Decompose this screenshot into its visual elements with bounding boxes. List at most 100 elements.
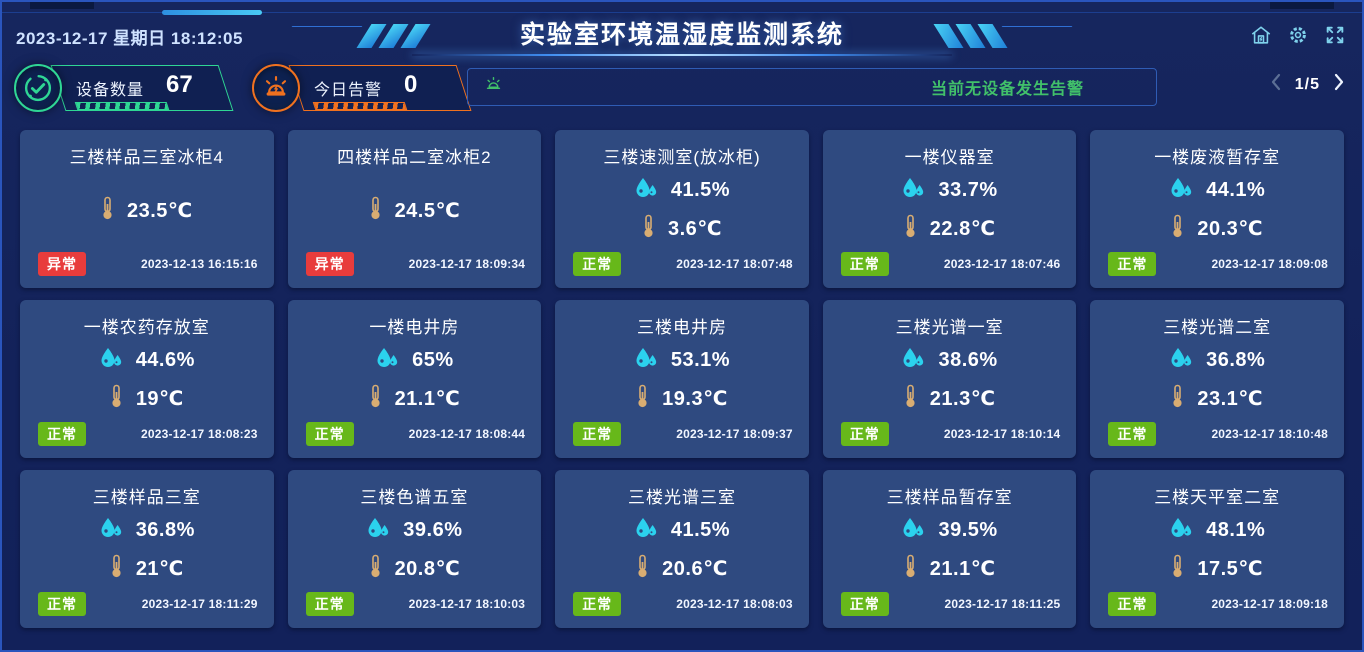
status-badge: 正常 [1108, 422, 1157, 446]
room-name: 四楼样品二室冰柜2 [337, 148, 492, 167]
device-check-icon [14, 64, 62, 112]
sensor-card[interactable]: 一楼废液暂存室 44.1% [1090, 130, 1344, 288]
sensor-card[interactable]: 三楼光谱二室 36.8% [1090, 300, 1344, 458]
temperature-value: 20.8℃ [394, 557, 461, 580]
room-name: 三楼色谱五室 [360, 488, 469, 507]
humidity-icon [375, 347, 399, 374]
sensor-card[interactable]: 一楼仪器室 33.7% [822, 130, 1077, 288]
stat-label: 今日告警 [314, 82, 383, 99]
last-update-time: 2023-12-17 18:10:14 [943, 427, 1061, 441]
temperature-row: 19℃ [32, 384, 262, 413]
card-body: 36.8% 21℃ [32, 508, 262, 592]
sensor-card[interactable]: 三楼速测室(放冰柜) 41.5% [555, 130, 809, 288]
header-toolbar [1250, 24, 1346, 46]
temperature-row: 20.3℃ [1102, 214, 1332, 243]
thermometer-icon [110, 554, 123, 583]
last-update-time: 2023-12-17 18:07:48 [676, 257, 793, 271]
card-body: 24.5℃ [300, 168, 530, 252]
humidity-value: 44.1% [1206, 179, 1266, 202]
sensor-card[interactable]: 三楼样品暂存室 39.5% [822, 470, 1077, 628]
next-page-icon[interactable] [1333, 72, 1346, 97]
card-footer: 正常 2023-12-17 18:07:46 [835, 252, 1065, 276]
last-update-time: 2023-12-17 18:08:44 [408, 427, 526, 441]
thermometer-icon [904, 554, 917, 583]
humidity-row: 38.6% [835, 347, 1065, 374]
room-name: 三楼电井房 [636, 318, 727, 337]
temperature-value: 23.5℃ [126, 199, 193, 222]
temperature-value: 23.1℃ [1197, 387, 1264, 410]
humidity-icon [901, 347, 925, 374]
humidity-icon [1169, 347, 1193, 374]
humidity-row: 36.8% [1102, 347, 1332, 374]
stats-row: 设备数量 67 今日告警 0 [2, 60, 1362, 116]
card-body: 38.6% 21.3℃ [835, 338, 1065, 422]
card-footer: 正常 2023-12-17 18:09:08 [1102, 252, 1332, 276]
last-update-time: 2023-12-17 18:09:18 [1211, 597, 1328, 611]
temperature-row: 23.1℃ [1102, 384, 1332, 413]
status-badge: 正常 [573, 252, 622, 276]
card-footer: 正常 2023-12-17 18:10:14 [835, 422, 1065, 446]
sensor-card[interactable]: 三楼样品三室冰柜4 23.5℃ 异常 2023-12-13 16: [20, 130, 274, 288]
sensor-card[interactable]: 三楼光谱一室 38.6% [822, 300, 1077, 458]
card-body: 41.5% 20.6℃ [567, 508, 797, 592]
card-body: 48.1% 17.5℃ [1102, 508, 1332, 592]
temperature-row: 20.6℃ [567, 554, 797, 583]
humidity-icon [634, 517, 658, 544]
card-footer: 正常 2023-12-17 18:08:44 [300, 422, 530, 446]
humidity-value: 38.6% [938, 349, 998, 372]
card-footer: 正常 2023-12-17 18:08:23 [32, 422, 262, 446]
sensor-card[interactable]: 三楼电井房 53.1% [555, 300, 809, 458]
status-badge: 正常 [840, 252, 889, 276]
humidity-row: 41.5% [567, 177, 797, 204]
humidity-value: 41.5% [670, 519, 731, 542]
card-footer: 异常 2023-12-13 16:15:16 [32, 252, 262, 276]
fullscreen-icon[interactable] [1324, 24, 1346, 46]
room-name: 一楼废液暂存室 [1154, 148, 1281, 167]
header: 2023-12-17 星期日 18:12:05 实验室环境温湿度监测系统 [2, 2, 1362, 60]
humidity-value: 44.6% [135, 349, 195, 372]
humidity-row: 44.1% [1102, 177, 1332, 204]
thermometer-icon [636, 554, 649, 583]
thermometer-icon [636, 384, 649, 413]
card-footer: 正常 2023-12-17 18:07:48 [567, 252, 797, 276]
page-title: 实验室环境温湿度监测系统 [519, 21, 844, 49]
thermometer-icon [1171, 384, 1184, 413]
temperature-row: 3.6℃ [567, 214, 797, 243]
last-update-time: 2023-12-17 18:10:48 [1211, 427, 1328, 441]
sensor-card[interactable]: 一楼农药存放室 44.6% [20, 300, 274, 458]
card-body: 65% 21.1℃ [300, 338, 530, 422]
card-footer: 异常 2023-12-17 18:09:34 [300, 252, 530, 276]
gear-icon[interactable] [1287, 24, 1309, 46]
temperature-row: 23.5℃ [32, 196, 262, 225]
prev-page-icon[interactable] [1269, 72, 1282, 97]
card-footer: 正常 2023-12-17 18:09:37 [567, 422, 797, 446]
sensor-card[interactable]: 三楼样品三室 36.8% [20, 470, 274, 628]
sensor-card[interactable]: 四楼样品二室冰柜2 24.5℃ 异常 2023-12-17 18: [287, 130, 542, 288]
title-underline [412, 54, 952, 56]
humidity-value: 36.8% [1206, 349, 1266, 372]
sensor-card[interactable]: 三楼色谱五室 39.6% [287, 470, 542, 628]
sensor-card[interactable]: 三楼光谱三室 41.5% [555, 470, 809, 628]
last-update-time: 2023-12-17 18:08:03 [676, 597, 793, 611]
thermometer-icon [369, 384, 382, 413]
status-badge: 异常 [38, 252, 86, 276]
temperature-row: 21.3℃ [835, 384, 1065, 413]
sensor-card-grid: 三楼样品三室冰柜4 23.5℃ 异常 2023-12-13 16: [20, 130, 1344, 628]
temperature-value: 19.3℃ [662, 387, 728, 410]
sensor-card[interactable]: 一楼电井房 65% [287, 300, 542, 458]
room-name: 三楼样品三室冰柜4 [69, 148, 225, 167]
sensor-card[interactable]: 三楼天平室二室 48.1% [1090, 470, 1344, 628]
thermometer-icon [642, 214, 655, 243]
humidity-row: 44.6% [32, 347, 262, 374]
deco-line-highlight [162, 10, 262, 15]
last-update-time: 2023-12-17 18:07:46 [943, 257, 1061, 271]
room-name: 三楼天平室二室 [1154, 488, 1281, 507]
datetime-display: 2023-12-17 星期日 18:12:05 [16, 29, 243, 48]
thermometer-icon [904, 384, 917, 413]
humidity-icon [634, 177, 658, 204]
alarm-siren-icon [252, 64, 300, 112]
home-icon[interactable] [1250, 24, 1272, 46]
humidity-icon [99, 517, 123, 544]
thermometer-icon [369, 554, 382, 583]
